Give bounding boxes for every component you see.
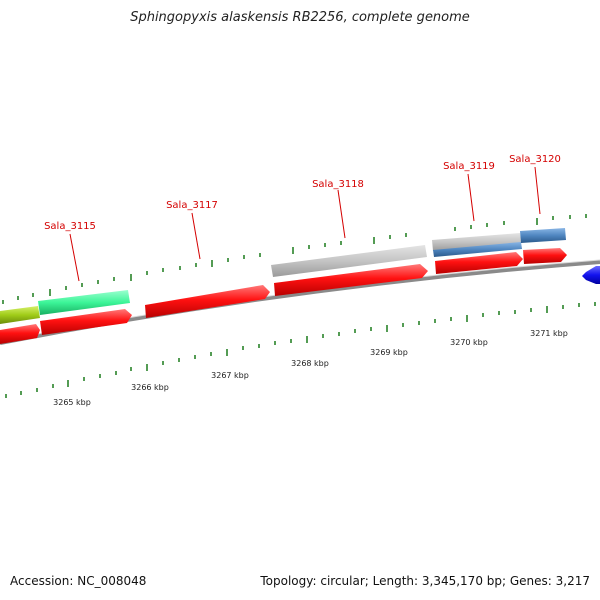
gene-red-3120[interactable]: [523, 248, 567, 264]
gene-red-left[interactable]: [0, 324, 40, 344]
kbp-label-3265: 3265 kbp: [53, 398, 91, 407]
gene-label-sala-3117[interactable]: Sala_3117: [166, 200, 218, 211]
accession-text: Accession: NC_008048: [10, 574, 147, 588]
gene-olive[interactable]: [0, 306, 40, 324]
kbp-label-3270: 3270 kbp: [450, 338, 488, 347]
kbp-label-3269: 3269 kbp: [370, 348, 408, 357]
gene-red-3118[interactable]: [274, 264, 428, 296]
kbp-label-3267: 3267 kbp: [211, 371, 249, 380]
gene-red-3117[interactable]: [145, 285, 270, 318]
outer-tick-row: [2, 214, 587, 304]
kbp-label-3268: 3268 kbp: [291, 359, 329, 368]
label-leaders: [69, 166, 541, 282]
gene-green[interactable]: [38, 290, 130, 315]
gene-red-3115[interactable]: [40, 309, 132, 335]
gene-label-sala-3115[interactable]: Sala_3115: [44, 221, 96, 232]
kbp-label-3271: 3271 kbp: [530, 329, 568, 338]
gene-gray-3118[interactable]: [271, 245, 427, 277]
genome-title: Sphingopyxis alaskensis RB2256, complete…: [130, 10, 470, 25]
gene-blue-3119[interactable]: [433, 242, 522, 257]
gene-deep-blue[interactable]: [582, 266, 600, 284]
kbp-label-3266: 3266 kbp: [131, 383, 169, 392]
gene-label-sala-3119[interactable]: Sala_3119: [443, 161, 495, 172]
gene-gray-3119[interactable]: [432, 233, 521, 251]
gene-blue-3120[interactable]: [520, 228, 566, 243]
gene-label-sala-3118[interactable]: Sala_3118: [312, 179, 364, 190]
genome-summary-text: Topology: circular; Length: 3,345,170 bp…: [260, 574, 590, 588]
gene-label-sala-3120[interactable]: Sala_3120: [509, 154, 561, 165]
gene-red-3119[interactable]: [435, 252, 523, 274]
inner-tick-row: [5, 302, 596, 398]
